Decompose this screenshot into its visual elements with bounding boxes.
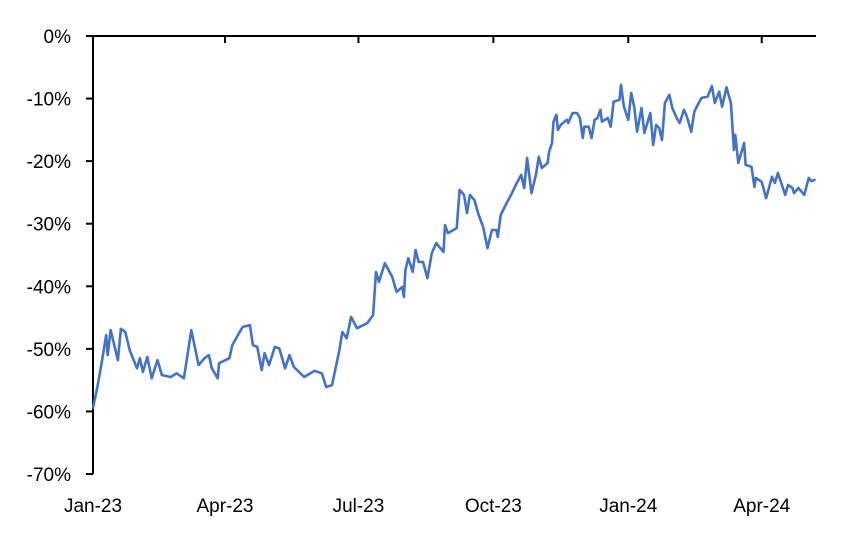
x-tick-label: Apr-24 <box>733 496 790 517</box>
series-line-0 <box>91 83 816 410</box>
x-tick-label: Jul-23 <box>333 496 385 517</box>
y-tick-label: -20% <box>27 152 71 173</box>
x-tick-label: Jan-23 <box>64 496 122 517</box>
y-tick-label: -60% <box>27 402 71 423</box>
y-tick-label: -10% <box>27 90 71 111</box>
x-tick-label: Jan-24 <box>599 496 658 517</box>
y-tick-label: 0% <box>44 27 72 48</box>
x-tick-label: Oct-23 <box>465 496 522 517</box>
y-axis-ticks: 0% -10% -20% -30% -40% -50% -60% -70% <box>27 27 93 486</box>
x-axis-ticks: Jan-23 Apr-23 Jul-23 Oct-23 Jan-24 Apr-24 <box>64 36 791 517</box>
x-tick-label: Apr-23 <box>196 496 253 517</box>
series-layer <box>91 83 816 410</box>
y-tick-label: -70% <box>27 465 71 486</box>
y-tick-label: -30% <box>27 215 71 236</box>
y-tick-label: -50% <box>27 340 71 361</box>
y-tick-label: -40% <box>27 277 71 298</box>
